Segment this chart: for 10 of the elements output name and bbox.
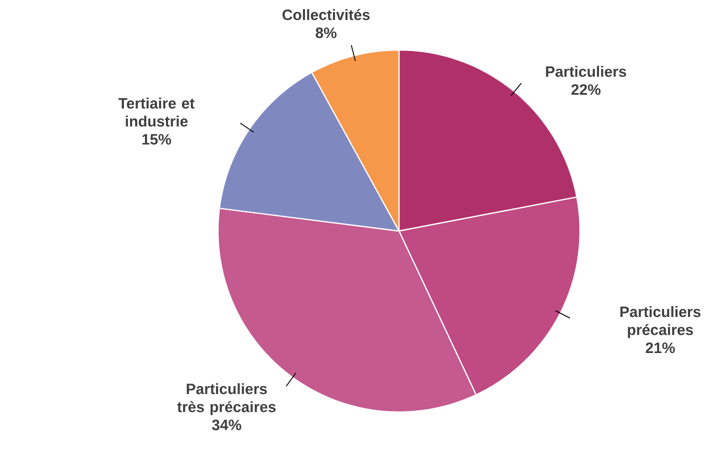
- data-label: 15%: [142, 134, 172, 145]
- slice-label: Tertiaire et industrie: [118, 98, 195, 127]
- data-label: 21%: [646, 342, 675, 354]
- slice-label: Particuliers très précaires: [177, 383, 276, 416]
- data-label: 22%: [571, 84, 601, 95]
- data-label: 34%: [212, 420, 242, 430]
- slice-label: Collectivités: [282, 8, 370, 20]
- slice-label: Particuliers: [546, 66, 626, 77]
- slice-label: Particuliers précaires: [620, 306, 700, 338]
- data-label: 8%: [316, 28, 337, 38]
